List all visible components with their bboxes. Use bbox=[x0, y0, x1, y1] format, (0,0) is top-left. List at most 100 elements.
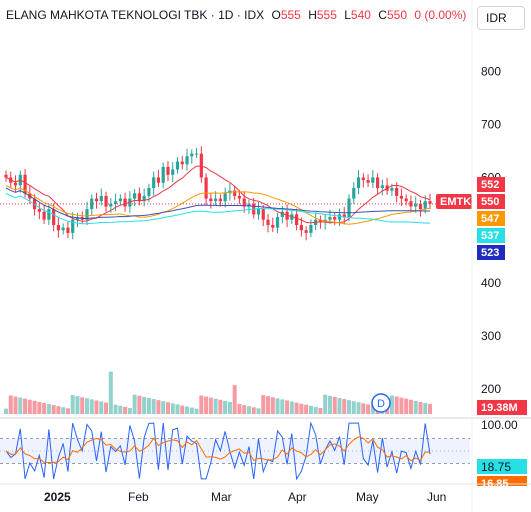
interval-label[interactable]: 1D bbox=[218, 8, 234, 22]
price-axis-tick: 300 bbox=[481, 329, 501, 343]
volume-bar bbox=[256, 408, 261, 414]
time-axis-label: Apr bbox=[288, 490, 307, 504]
volume-bar bbox=[232, 385, 237, 414]
candle-body bbox=[142, 195, 146, 202]
candle-body bbox=[223, 193, 227, 202]
candle-body bbox=[52, 209, 56, 225]
volume-bar bbox=[294, 402, 299, 414]
candle-body bbox=[42, 211, 46, 220]
volume-bar bbox=[223, 400, 228, 414]
candle-body bbox=[190, 153, 194, 157]
candle-body bbox=[390, 188, 394, 191]
candle-body bbox=[123, 198, 127, 207]
volume-bar bbox=[123, 406, 128, 414]
volume-bar bbox=[370, 405, 375, 414]
volume-bar bbox=[342, 399, 347, 414]
volume-bar bbox=[51, 405, 56, 414]
volume-bar bbox=[404, 398, 409, 414]
volume-bar bbox=[318, 407, 323, 414]
candle-body bbox=[185, 156, 189, 165]
volume-bar bbox=[266, 396, 271, 414]
volume-bar bbox=[332, 396, 337, 414]
candle-body bbox=[237, 195, 242, 199]
price-axis-tick: 800 bbox=[481, 65, 501, 79]
time-axis-label: May bbox=[356, 490, 379, 504]
volume-bar bbox=[27, 399, 32, 414]
candle-body bbox=[166, 166, 170, 175]
volume-bar bbox=[175, 404, 180, 414]
volume-bar bbox=[194, 408, 199, 414]
ma-mid-line bbox=[5, 184, 431, 225]
candle-body bbox=[256, 209, 261, 215]
price-badge-value: 552 bbox=[481, 179, 499, 191]
currency-button[interactable]: IDR bbox=[477, 6, 525, 30]
volume-bar bbox=[104, 402, 109, 414]
candle-body bbox=[361, 177, 365, 181]
candle-body bbox=[71, 219, 75, 233]
volume-bar bbox=[246, 406, 251, 414]
open-value: 555 bbox=[280, 8, 301, 22]
price-badge-value: 523 bbox=[481, 247, 499, 259]
time-axis-label: Mar bbox=[211, 490, 232, 504]
volume-bar bbox=[242, 405, 247, 414]
volume-bar bbox=[13, 396, 18, 414]
volume-bar bbox=[399, 397, 404, 414]
volume-bar bbox=[142, 396, 147, 414]
volume-badge: 19.38M bbox=[481, 402, 518, 414]
volume-bar bbox=[113, 404, 118, 414]
volume-bar bbox=[385, 408, 390, 414]
volume-bar bbox=[46, 404, 51, 414]
volume-bar bbox=[32, 400, 37, 414]
volume-bar bbox=[137, 395, 142, 414]
ma-slow-line bbox=[5, 192, 431, 225]
volume-bar bbox=[389, 395, 394, 414]
dividend-marker[interactable] bbox=[371, 393, 391, 413]
candle-body bbox=[61, 227, 65, 231]
candle-body bbox=[199, 153, 203, 178]
candle-body bbox=[333, 217, 337, 220]
candle-body bbox=[204, 177, 208, 199]
candle-body bbox=[399, 195, 404, 199]
volume-bar bbox=[299, 403, 304, 414]
volume-bar bbox=[170, 403, 175, 414]
volume-bar bbox=[218, 399, 223, 414]
symbol-name[interactable]: ELANG MAHKOTA TEKNOLOGI TBK bbox=[6, 8, 208, 22]
candle-body bbox=[32, 198, 37, 210]
volume-bar bbox=[275, 398, 280, 414]
volume-bar bbox=[285, 400, 290, 414]
open-label: O bbox=[271, 8, 281, 22]
volume-bar bbox=[151, 399, 156, 414]
volume-bar bbox=[80, 397, 85, 414]
price-badge bbox=[477, 194, 505, 209]
candle-body bbox=[347, 198, 351, 218]
candle-body bbox=[356, 177, 361, 188]
candle-body bbox=[66, 227, 70, 233]
candle-body bbox=[104, 195, 108, 207]
volume-bar bbox=[308, 405, 313, 414]
volume-bar bbox=[237, 404, 242, 414]
volume-bar bbox=[351, 401, 356, 414]
high-value: 555 bbox=[316, 8, 337, 22]
volume-bar bbox=[304, 404, 309, 414]
volume-bar bbox=[204, 396, 209, 414]
rsi-value-badge-bg bbox=[477, 459, 527, 474]
candle-body bbox=[375, 177, 380, 188]
price-axis-tick: 200 bbox=[481, 382, 501, 396]
candle-body bbox=[309, 225, 313, 233]
candle-body bbox=[37, 209, 41, 212]
volume-bar bbox=[127, 407, 132, 414]
candle-body bbox=[290, 214, 294, 220]
volume-bar bbox=[189, 407, 194, 414]
price-axis-tick: 700 bbox=[481, 118, 501, 132]
candle-body bbox=[161, 166, 165, 183]
candle-body bbox=[380, 185, 384, 188]
volume-bar bbox=[18, 397, 23, 414]
candle-body bbox=[147, 188, 151, 196]
candle-body bbox=[275, 217, 280, 228]
volume-bar bbox=[84, 398, 89, 414]
candle-body bbox=[395, 188, 399, 196]
candle-body bbox=[109, 203, 113, 207]
candle-body bbox=[94, 198, 99, 202]
volume-bar bbox=[94, 400, 99, 414]
